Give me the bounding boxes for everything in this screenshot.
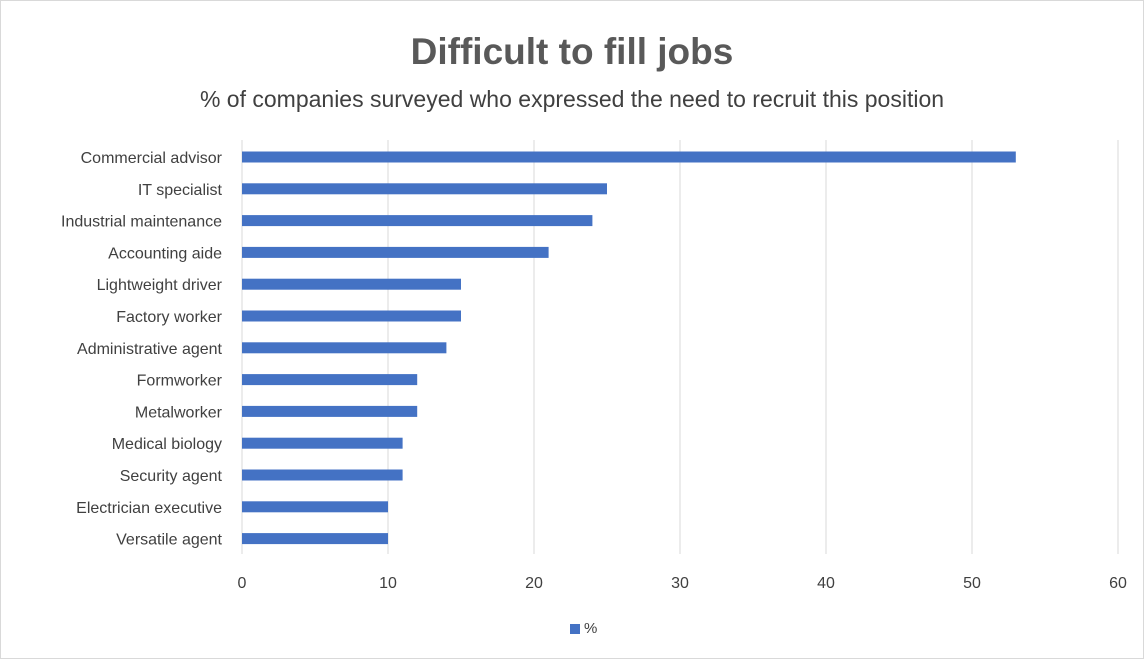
- category-label: Electrician executive: [76, 500, 222, 517]
- legend-swatch: [570, 623, 580, 634]
- bar: [242, 405, 418, 417]
- category-label: Industrial maintenance: [61, 214, 222, 231]
- x-tick-label: 0: [238, 575, 247, 592]
- category-label: Formworker: [137, 373, 223, 390]
- category-label: Versatile agent: [116, 532, 222, 549]
- x-tick-label: 50: [963, 575, 981, 592]
- x-tick-label: 40: [817, 575, 835, 592]
- bar: [242, 183, 607, 195]
- category-label: Factory worker: [116, 309, 222, 326]
- bar: [242, 278, 461, 290]
- gridlines: [241, 140, 1119, 554]
- bar: [242, 151, 1016, 163]
- bar: [242, 437, 403, 449]
- bar: [242, 215, 593, 227]
- x-tick-label: 60: [1109, 575, 1127, 592]
- category-label: Security agent: [120, 468, 223, 485]
- bar: [242, 469, 403, 481]
- bars: [242, 151, 1016, 545]
- legend-label: %: [584, 620, 598, 637]
- x-tick-label: 30: [671, 575, 689, 592]
- bar: [242, 501, 388, 513]
- category-label: Lightweight driver: [97, 277, 223, 294]
- bar: [242, 342, 447, 354]
- bar: [242, 533, 388, 545]
- category-label: Administrative agent: [77, 341, 223, 358]
- category-label: Metalworker: [135, 404, 223, 421]
- x-tick-label: 10: [379, 575, 397, 592]
- category-label: Accounting aide: [108, 245, 222, 262]
- bar: [242, 374, 418, 386]
- x-tick-labels: 0 10 20 30 40 50 60: [238, 575, 1127, 592]
- category-label: Commercial advisor: [81, 150, 223, 167]
- x-tick-label: 20: [525, 575, 543, 592]
- bar: [242, 246, 549, 258]
- legend: %: [570, 620, 597, 637]
- chart-subtitle: % of companies surveyed who expressed th…: [199, 86, 945, 112]
- chart-title: Difficult to fill jobs: [410, 31, 734, 72]
- category-label: IT specialist: [138, 182, 223, 199]
- category-labels: Commercial advisor IT specialist Industria…: [61, 150, 223, 549]
- bar: [242, 310, 461, 322]
- category-label: Medical biology: [112, 436, 222, 453]
